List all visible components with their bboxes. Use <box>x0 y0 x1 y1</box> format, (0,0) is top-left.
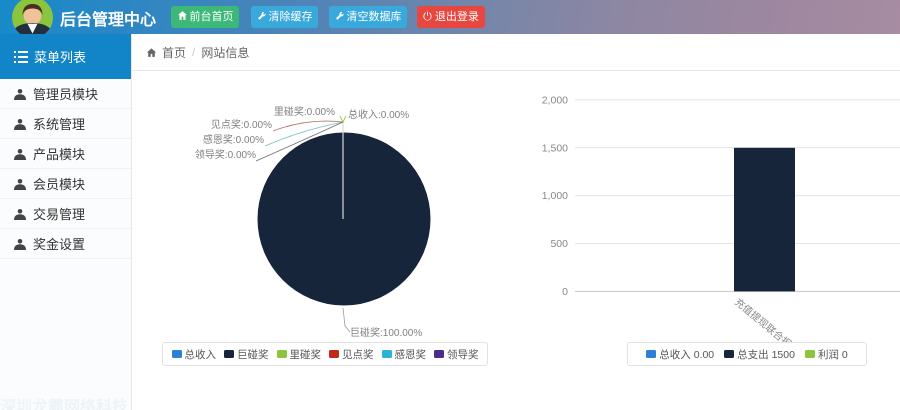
svg-text:见点奖:0.00%: 见点奖:0.00% <box>211 118 272 131</box>
svg-text:0: 0 <box>562 286 568 298</box>
svg-text:巨碰奖:100.00%: 巨碰奖:100.00% <box>350 326 422 339</box>
svg-text:1,000: 1,000 <box>542 190 568 202</box>
svg-text:1,500: 1,500 <box>542 142 568 154</box>
svg-text:总收入:0.00%: 总收入:0.00% <box>348 108 409 121</box>
svg-text:2,000: 2,000 <box>542 95 568 107</box>
svg-text:500: 500 <box>550 238 568 250</box>
svg-text:领导奖:0.00%: 领导奖:0.00% <box>195 148 256 161</box>
svg-text:里碰奖:0.00%: 里碰奖:0.00% <box>274 105 335 118</box>
svg-text:感恩奖:0.00%: 感恩奖:0.00% <box>203 133 264 146</box>
